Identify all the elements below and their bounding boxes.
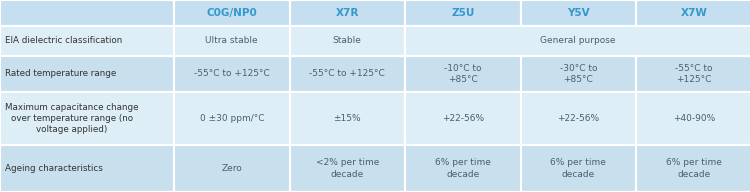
Text: -55°C to
+125°C: -55°C to +125°C: [675, 64, 712, 84]
Bar: [405, 145, 520, 192]
Text: EIA dielectric classification: EIA dielectric classification: [5, 36, 122, 45]
Bar: [0, 92, 174, 145]
Bar: [290, 26, 405, 56]
Bar: [636, 56, 750, 92]
Text: Z5U: Z5U: [451, 8, 475, 18]
Text: Ultra stable: Ultra stable: [206, 36, 258, 45]
Text: -10°C to
+85°C: -10°C to +85°C: [444, 64, 482, 84]
Bar: [290, 0, 405, 26]
Text: +22-56%: +22-56%: [557, 114, 599, 123]
Bar: [520, 145, 636, 192]
Text: X7R: X7R: [335, 8, 359, 18]
Text: General purpose: General purpose: [541, 36, 616, 45]
Bar: [0, 26, 174, 56]
Text: 6% per time
decade: 6% per time decade: [550, 158, 606, 179]
Bar: [405, 26, 750, 56]
Bar: [174, 92, 290, 145]
Text: 6% per time
decade: 6% per time decade: [666, 158, 722, 179]
Bar: [174, 56, 290, 92]
Bar: [174, 26, 290, 56]
Bar: [290, 92, 405, 145]
Bar: [290, 56, 405, 92]
Text: Rated temperature range: Rated temperature range: [5, 70, 116, 78]
Text: C0G/NP0: C0G/NP0: [206, 8, 257, 18]
Bar: [636, 145, 750, 192]
Text: Ageing characteristics: Ageing characteristics: [5, 164, 103, 173]
Bar: [636, 0, 750, 26]
Text: -30°C to
+85°C: -30°C to +85°C: [560, 64, 597, 84]
Bar: [0, 56, 174, 92]
Text: Maximum capacitance change
over temperature range (no
voltage applied): Maximum capacitance change over temperat…: [5, 103, 139, 134]
Text: 6% per time
decade: 6% per time decade: [435, 158, 490, 179]
Bar: [520, 0, 636, 26]
Bar: [405, 0, 520, 26]
Text: +40-90%: +40-90%: [673, 114, 715, 123]
Text: Y5V: Y5V: [567, 8, 590, 18]
Bar: [520, 56, 636, 92]
Bar: [174, 0, 290, 26]
Bar: [405, 56, 520, 92]
Text: <2% per time
decade: <2% per time decade: [316, 158, 379, 179]
Text: Stable: Stable: [333, 36, 362, 45]
Text: -55°C to +125°C: -55°C to +125°C: [309, 70, 386, 78]
Bar: [520, 92, 636, 145]
Text: ±15%: ±15%: [334, 114, 361, 123]
Bar: [0, 145, 174, 192]
Text: 0 ±30 ppm/°C: 0 ±30 ppm/°C: [200, 114, 264, 123]
Bar: [0, 0, 174, 26]
Bar: [290, 145, 405, 192]
Bar: [636, 92, 750, 145]
Text: +22-56%: +22-56%: [442, 114, 484, 123]
Text: Zero: Zero: [221, 164, 242, 173]
Text: X7W: X7W: [680, 8, 707, 18]
Text: -55°C to +125°C: -55°C to +125°C: [194, 70, 270, 78]
Bar: [174, 145, 290, 192]
Bar: [405, 92, 520, 145]
